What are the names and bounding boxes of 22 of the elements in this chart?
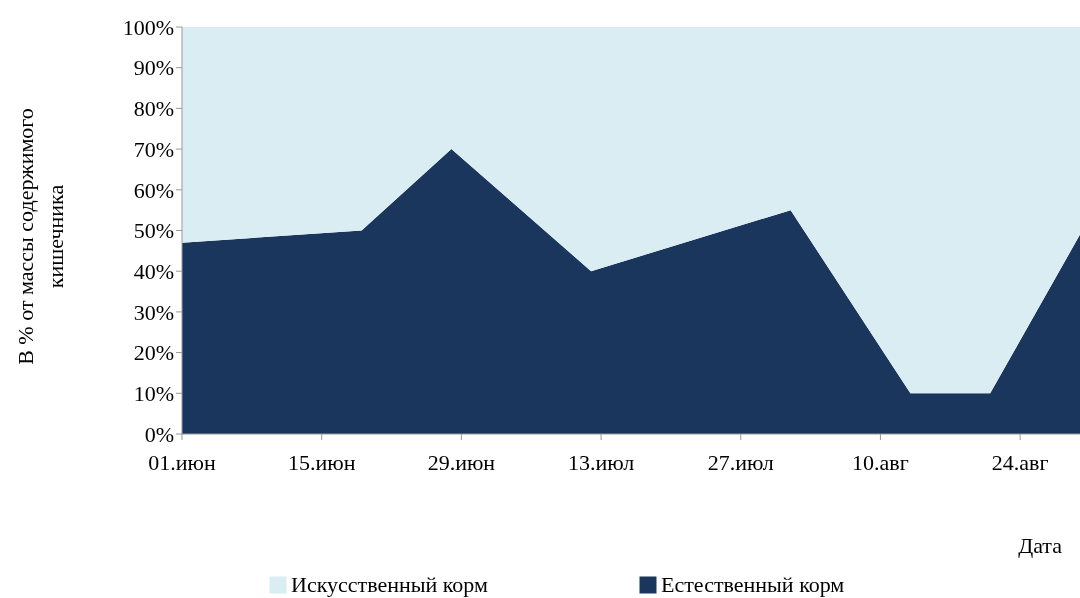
x-tick-label: 01.июн (148, 450, 216, 475)
y-tick-label: 30% (133, 299, 174, 325)
x-tick-label: 29.июн (427, 450, 496, 475)
x-tick-label: 15.июн (287, 450, 356, 475)
y-tick-label: 50% (133, 218, 174, 244)
y-tick-label: 20% (133, 340, 174, 366)
y-tick-label: 90% (133, 55, 174, 81)
x-tick-label: 10.авг (852, 450, 909, 475)
y-tick-label: 60% (133, 177, 174, 203)
y-tick-label: 80% (133, 96, 174, 122)
y-axis-title: В % от массы содержимого кишечника (13, 108, 68, 365)
x-axis-title: Дата (1018, 533, 1063, 558)
legend-label: Искусственный корм (291, 572, 489, 597)
legend-label: Естественный корм (661, 572, 845, 597)
x-tick-label: 24.авг (991, 450, 1049, 475)
y-tick-label: 0% (144, 421, 174, 447)
y-tick-label: 70% (133, 136, 174, 162)
x-tick-label: 13.июл (568, 450, 635, 475)
y-tick-label: 100% (122, 14, 174, 40)
x-tick-label: 27.июл (707, 450, 774, 475)
y-tick-label: 10% (133, 381, 174, 406)
y-tick-label: 40% (133, 258, 174, 284)
